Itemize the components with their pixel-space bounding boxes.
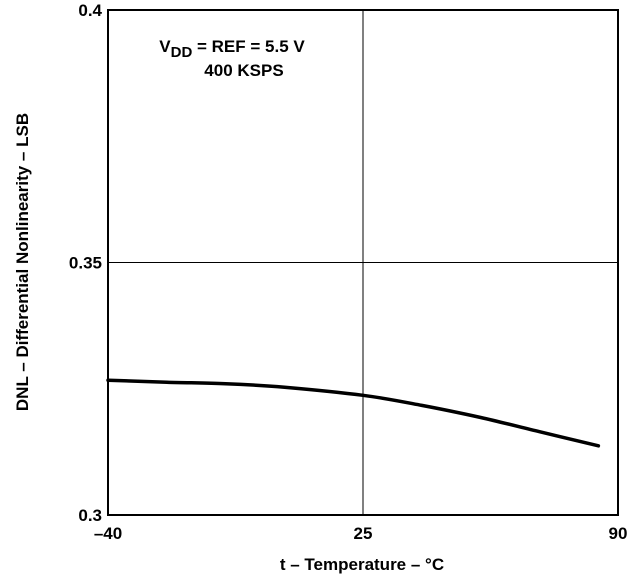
y-tick-labels: 0.3 0.35 0.4 bbox=[69, 1, 103, 525]
annotation-v: V bbox=[159, 37, 171, 56]
annotation-line-2: 400 KSPS bbox=[204, 61, 283, 80]
x-tick-label: 90 bbox=[609, 524, 628, 543]
x-tick-label: –40 bbox=[94, 524, 122, 543]
annotation-line-1: VDD = REF = 5.5 V bbox=[159, 37, 305, 61]
y-tick-label: 0.35 bbox=[69, 254, 102, 273]
y-tick-label: 0.3 bbox=[78, 506, 102, 525]
grid-lines bbox=[108, 10, 618, 515]
annotation-rest: = REF = 5.5 V bbox=[192, 37, 305, 56]
x-axis-label: t – Temperature – °C bbox=[280, 555, 444, 574]
series-line bbox=[106, 378, 601, 448]
y-axis-label: DNL – Differential Nonlinearity – LSB bbox=[13, 113, 32, 411]
y-tick-label: 0.4 bbox=[78, 1, 102, 20]
plot-frame bbox=[107, 9, 619, 516]
x-tick-labels: –40 25 90 bbox=[94, 524, 628, 543]
annotation-subscript: DD bbox=[171, 44, 193, 61]
x-tick-label: 25 bbox=[354, 524, 373, 543]
